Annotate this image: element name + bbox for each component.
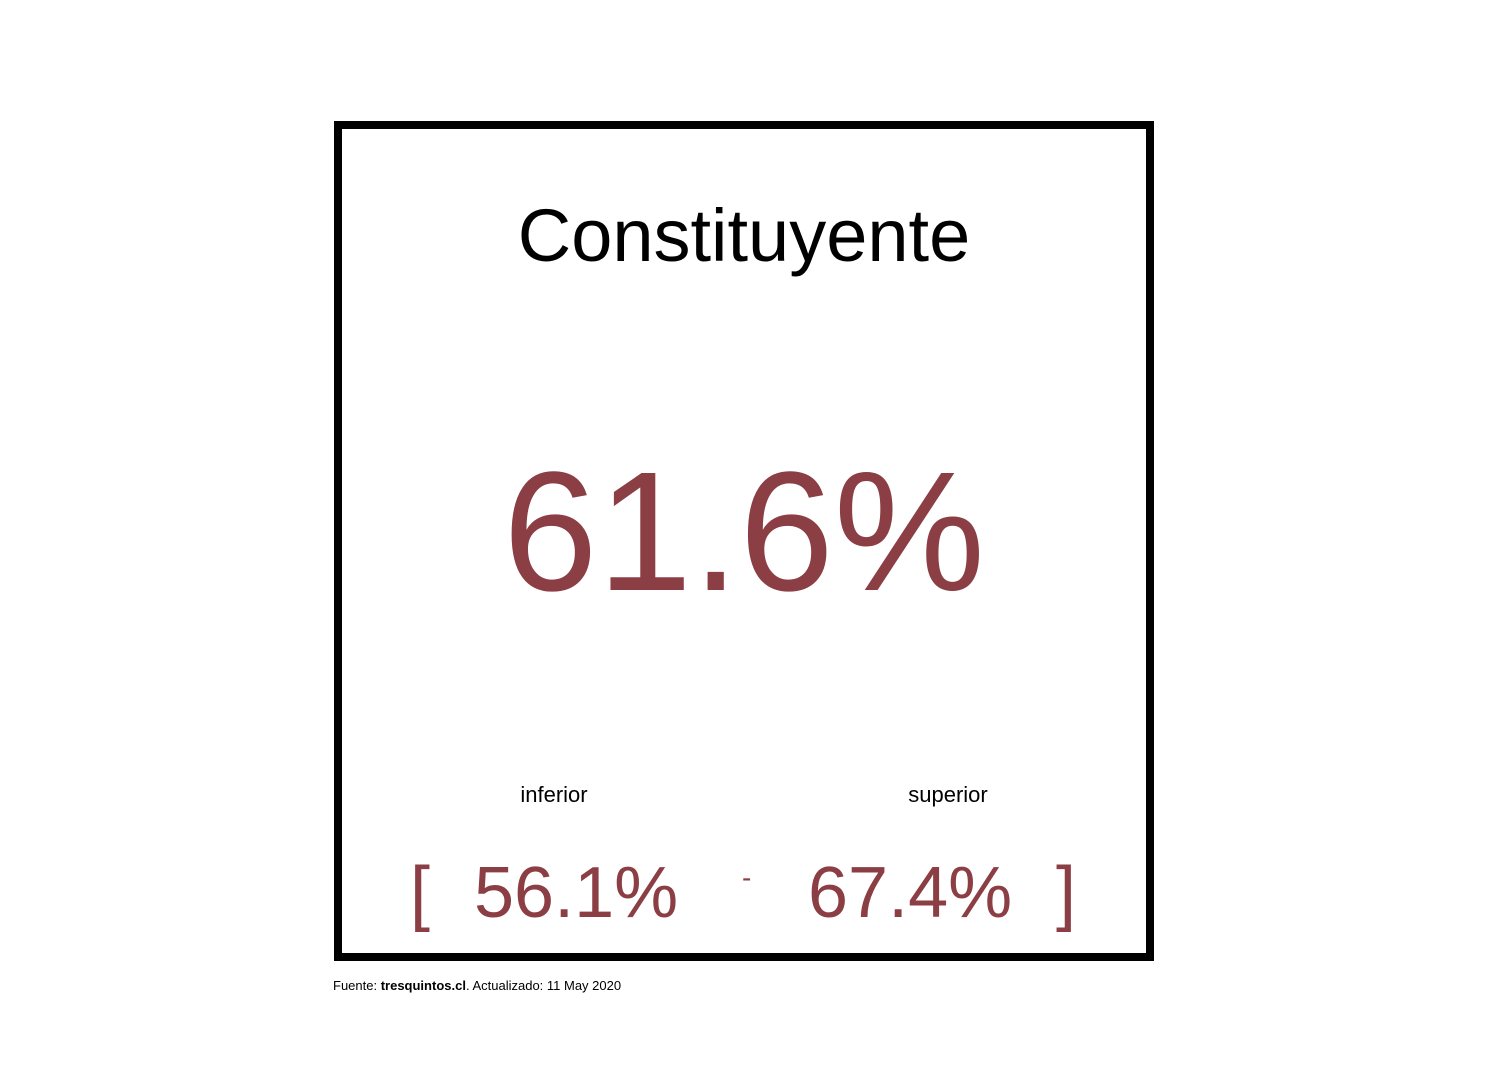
upper-bound-label: superior <box>908 782 988 807</box>
interval-separator: - <box>742 862 752 893</box>
card-title: Constituyente <box>517 194 971 277</box>
lower-bound-label: inferior <box>520 782 588 807</box>
lower-bound-value: 56.1% <box>474 853 679 933</box>
estimate-card: Constituyente 61.6% inferior superior [ … <box>334 121 1154 961</box>
upper-bound-value: 67.4% <box>808 853 1013 933</box>
footer-prefix: Fuente: <box>333 978 381 993</box>
source-footer: Fuente: tresquintos.cl. Actualizado: 11 … <box>333 978 621 993</box>
interval-close-bracket: ] <box>1056 853 1077 933</box>
footer-updated: . Actualizado: 11 May 2020 <box>465 978 622 993</box>
main-estimate-value: 61.6% <box>502 437 986 627</box>
source-name: tresquintos.cl <box>380 978 466 993</box>
interval-open-bracket: [ <box>410 853 431 933</box>
